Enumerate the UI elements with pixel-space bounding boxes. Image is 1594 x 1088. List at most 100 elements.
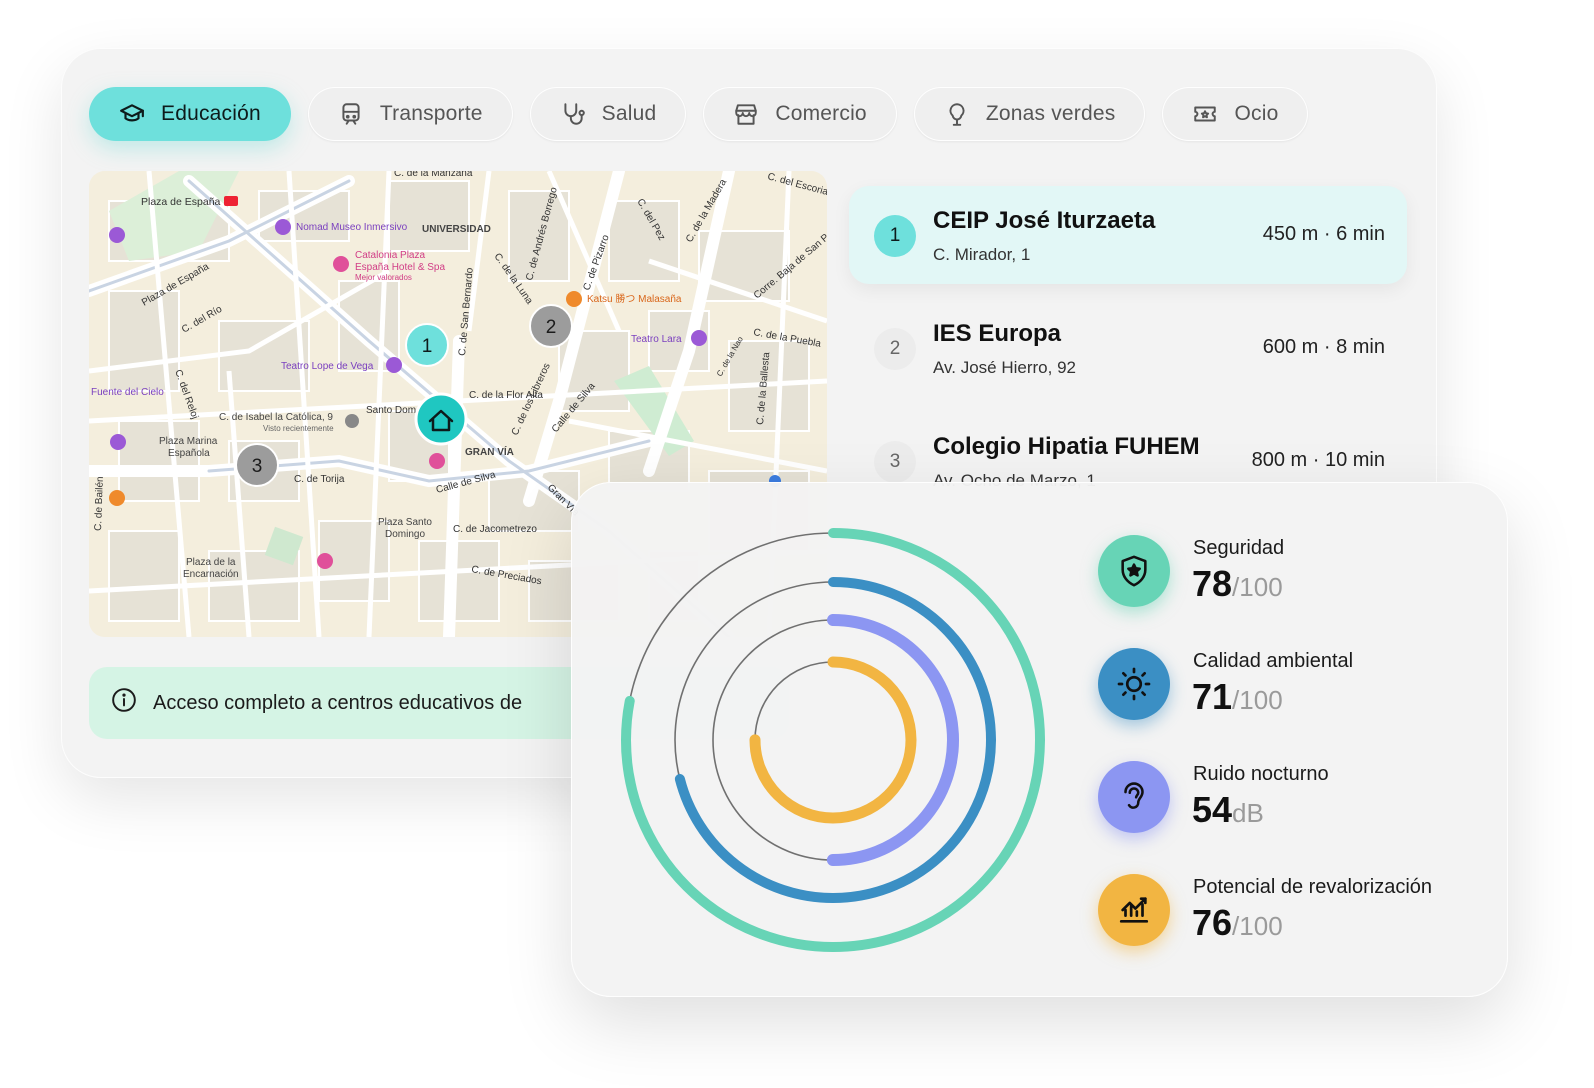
poi-icon[interactable]	[691, 330, 707, 346]
map-label: GRAN VÍA	[465, 445, 514, 458]
home-marker-icon[interactable]	[414, 392, 468, 446]
rank-badge: 2	[874, 328, 916, 370]
poi-icon[interactable]	[110, 434, 126, 450]
map-label: Domingo	[385, 529, 425, 540]
metro-icon	[224, 196, 238, 206]
ring-calidad-ambiental-arc	[670, 577, 996, 903]
map-label: Teatro Lara	[631, 334, 682, 345]
poi-icon[interactable]	[109, 227, 125, 243]
school-name: IES Europa	[933, 320, 1062, 347]
school-address: Av. José Hierro, 92	[933, 358, 1076, 377]
metric-value: 76	[1192, 902, 1233, 943]
poi-icon[interactable]	[386, 357, 402, 373]
school-list: 1 CEIP José Iturzaeta C. Mirador, 1 450 …	[849, 186, 1407, 525]
info-icon	[111, 687, 137, 719]
graduation-cap-icon	[119, 101, 145, 127]
map-label: C. de Bailén	[93, 476, 106, 531]
map-label: Teatro Lope de Vega	[281, 361, 374, 372]
ring-seguridad-arc	[621, 528, 1045, 952]
school-distance: 450 m · 6 min	[1262, 223, 1385, 245]
tab-label: Zonas verdes	[985, 102, 1116, 125]
tab-label: Salud	[601, 102, 657, 125]
poi-icon[interactable]	[317, 553, 333, 569]
metric-value: 78	[1192, 563, 1233, 604]
school-marker-label: 2	[546, 317, 557, 338]
metric-label: Seguridad	[1193, 537, 1285, 559]
ring-ruido-nocturno-arc	[707, 614, 959, 866]
map-label: Catalonia Plaza	[355, 250, 425, 261]
metric-unit: /100	[1232, 685, 1283, 715]
metric-label: Calidad ambiental	[1193, 650, 1354, 672]
tab-label: Educación	[161, 102, 261, 125]
metric-unit: dB	[1232, 798, 1264, 828]
map-label: Mejor valorados	[355, 273, 412, 282]
school-distance: 800 m · 10 min	[1251, 449, 1385, 471]
metric-unit: /100	[1232, 572, 1283, 602]
map-label: C. de Torija	[294, 474, 345, 485]
metric-unit: /100	[1232, 911, 1283, 941]
area-scores-card: Seguridad 78/100 Calidad ambiental 71/10…	[571, 482, 1508, 997]
map-label: Santo Dom	[366, 405, 416, 416]
map-label: C. de la Flor Alta	[469, 390, 543, 401]
metric-label: Potencial de revalorización	[1193, 876, 1433, 898]
visited-pin-icon[interactable]	[345, 414, 359, 428]
school-marker-1[interactable]	[405, 323, 449, 367]
map-label: Katsu 勝つ Malasaña	[587, 292, 682, 305]
map-label: Fuente del Cielo	[91, 387, 164, 398]
tab-label: Transporte	[379, 102, 483, 125]
poi-icon[interactable]	[333, 256, 349, 272]
rank-badge: 1	[874, 215, 916, 257]
metric-value: 54	[1192, 789, 1233, 830]
school-name: Colegio Hipatia FUHEM	[933, 433, 1200, 460]
map-label: Nomad Museo Inmersivo	[296, 222, 408, 233]
stethoscope-icon	[560, 101, 586, 127]
tab-comercio[interactable]: Comercio	[703, 87, 897, 141]
school-marker-label: 1	[422, 336, 433, 357]
poi-icon[interactable]	[275, 219, 291, 235]
school-marker-label: 3	[252, 456, 263, 477]
tab-transporte[interactable]: Transporte	[307, 87, 513, 141]
sun-icon	[1098, 648, 1170, 720]
map-label: C. de Isabel la Católica, 9	[219, 412, 333, 423]
map-label: Plaza de España	[141, 196, 221, 208]
tab-ocio[interactable]: Ocio	[1162, 87, 1309, 141]
ring-potencial-arc	[749, 656, 917, 824]
map-label: Visto recientemente	[263, 424, 334, 433]
tab-educacion[interactable]: Educación	[89, 87, 291, 141]
school-marker-2[interactable]	[529, 304, 573, 348]
poi-icon[interactable]	[109, 490, 125, 506]
poi-icon[interactable]	[429, 453, 445, 469]
map-label: Plaza Santo	[378, 517, 432, 528]
ticket-icon	[1192, 101, 1218, 127]
map-label: Plaza de la	[186, 557, 236, 568]
poi-icon[interactable]	[566, 291, 582, 307]
category-tabs: Educación Transporte Salud Comercio Zona…	[89, 87, 1309, 141]
school-distance: 600 m · 8 min	[1262, 336, 1385, 358]
tab-zonas-verdes[interactable]: Zonas verdes	[913, 87, 1146, 141]
map-label: Encarnación	[183, 569, 239, 580]
map-label: C. de Jacometrezo	[453, 524, 537, 535]
map-label: Española	[168, 448, 210, 459]
list-item[interactable]: 2 IES Europa Av. José Hierro, 92 600 m ·…	[849, 299, 1407, 397]
map-label: Plaza Marina	[159, 436, 218, 447]
metric-value: 71	[1192, 676, 1233, 717]
tab-label: Ocio	[1234, 102, 1279, 125]
school-address: C. Mirador, 1	[933, 245, 1031, 264]
map-label: UNIVERSIDAD	[422, 224, 491, 235]
ear-icon	[1098, 761, 1170, 833]
rank-badge: 3	[874, 441, 916, 483]
shield-star-icon	[1098, 535, 1170, 607]
list-item[interactable]: 1 CEIP José Iturzaeta C. Mirador, 1 450 …	[849, 186, 1407, 284]
train-icon	[338, 101, 364, 127]
map-label: C. de la Manzana	[394, 171, 473, 179]
school-name: CEIP José Iturzaeta	[933, 207, 1156, 234]
store-icon	[733, 101, 759, 127]
tab-label: Comercio	[775, 102, 867, 125]
map-label: España Hotel & Spa	[355, 262, 445, 273]
tab-salud[interactable]: Salud	[529, 87, 687, 141]
school-marker-3[interactable]	[235, 443, 279, 487]
trend-chart-icon	[1098, 874, 1170, 946]
tree-icon	[944, 101, 970, 127]
metric-label: Ruido nocturno	[1193, 763, 1329, 785]
score-rings-chart	[621, 528, 1045, 952]
